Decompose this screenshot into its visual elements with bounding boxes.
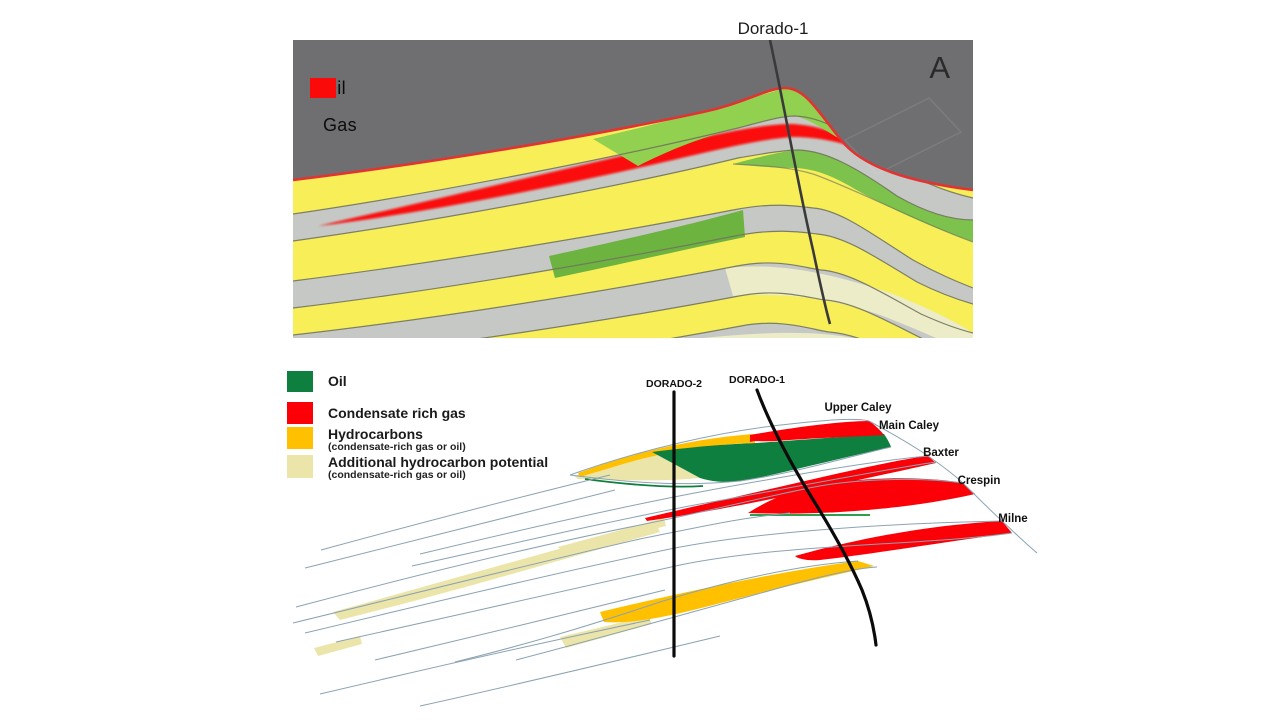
panel-b-labels: DORADO-2 DORADO-1 Upper Caley Main Caley… <box>646 374 1028 525</box>
well-label-dorado-1-top: Dorado-1 <box>737 19 809 38</box>
panel-a-drawing <box>293 40 973 338</box>
ghost-outline <box>843 97 963 175</box>
panel-b-drawing: DORADO-2 DORADO-1 Upper Caley Main Caley… <box>292 374 1038 707</box>
hydrocarbons-swatch <box>287 427 313 449</box>
oil-green-deep-patch <box>549 210 745 278</box>
formation-label-crespin: Crespin <box>958 475 1001 487</box>
panel-a-corner-label: A <box>929 50 951 85</box>
formation-label-milne: Milne <box>998 513 1027 525</box>
gas-swatch <box>310 78 336 98</box>
legend-label-oil: Oil <box>328 373 347 389</box>
legend-label-condensate-gas: Condensate rich gas <box>328 405 466 421</box>
legend-label-hydrocarbons: Hydrocarbons <box>328 426 423 442</box>
panel-a-pale-bands <box>703 266 973 338</box>
hydrocarbon-bodies <box>578 434 874 623</box>
panel-a-seismic-section: Oil Gas A <box>293 40 973 338</box>
legend-sublabel-hydrocarbons: (condensate-rich gas or oil) <box>328 441 466 453</box>
unconformity-line <box>293 86 973 192</box>
panel-a-legend-row-gas: Gas <box>310 78 357 135</box>
well-path-dorado-1 <box>768 40 832 325</box>
formation-label-main-caley: Main Caley <box>879 420 940 432</box>
oil-bodies <box>652 434 891 482</box>
legend-row-oil: Oil <box>287 371 347 392</box>
additional-potential-swatch <box>287 455 313 478</box>
oil-swatch-b <box>287 371 313 392</box>
layer-boundary-lines <box>292 418 1038 707</box>
well-path-dorado-1-deviated <box>755 388 878 647</box>
panel-a-legend: Oil Gas <box>310 78 357 152</box>
legend-label-additional-potential: Additional hydrocarbon potential <box>328 454 549 470</box>
legend-row-condensate-gas: Condensate rich gas <box>287 402 466 424</box>
panel-b-schematic-section: DORADO-2 DORADO-1 Upper Caley Main Caley… <box>283 368 1045 712</box>
condensate-gas-bodies <box>645 421 1012 561</box>
legend-sublabel-additional-potential: (condensate-rich gas or oil) <box>328 469 466 481</box>
legend-row-additional-potential: Additional hydrocarbon potential (conden… <box>287 455 548 481</box>
well-traces <box>672 388 878 658</box>
gas-legend-label: Gas <box>323 114 357 135</box>
formation-label-upper-caley: Upper Caley <box>824 402 892 414</box>
legend-row-hydrocarbons: Hydrocarbons (condensate-rich gas or oil… <box>287 427 466 453</box>
gas-red-streak <box>318 124 857 226</box>
additional-potential-bodies <box>314 452 700 656</box>
overburden <box>293 40 973 190</box>
well-label-dorado-1: DORADO-1 <box>729 374 785 386</box>
well-label-dorado-2: DORADO-2 <box>646 378 702 390</box>
formation-label-baxter: Baxter <box>923 447 959 459</box>
oil-thin-line-main-caley <box>584 478 704 488</box>
condensate-gas-swatch <box>287 402 313 424</box>
